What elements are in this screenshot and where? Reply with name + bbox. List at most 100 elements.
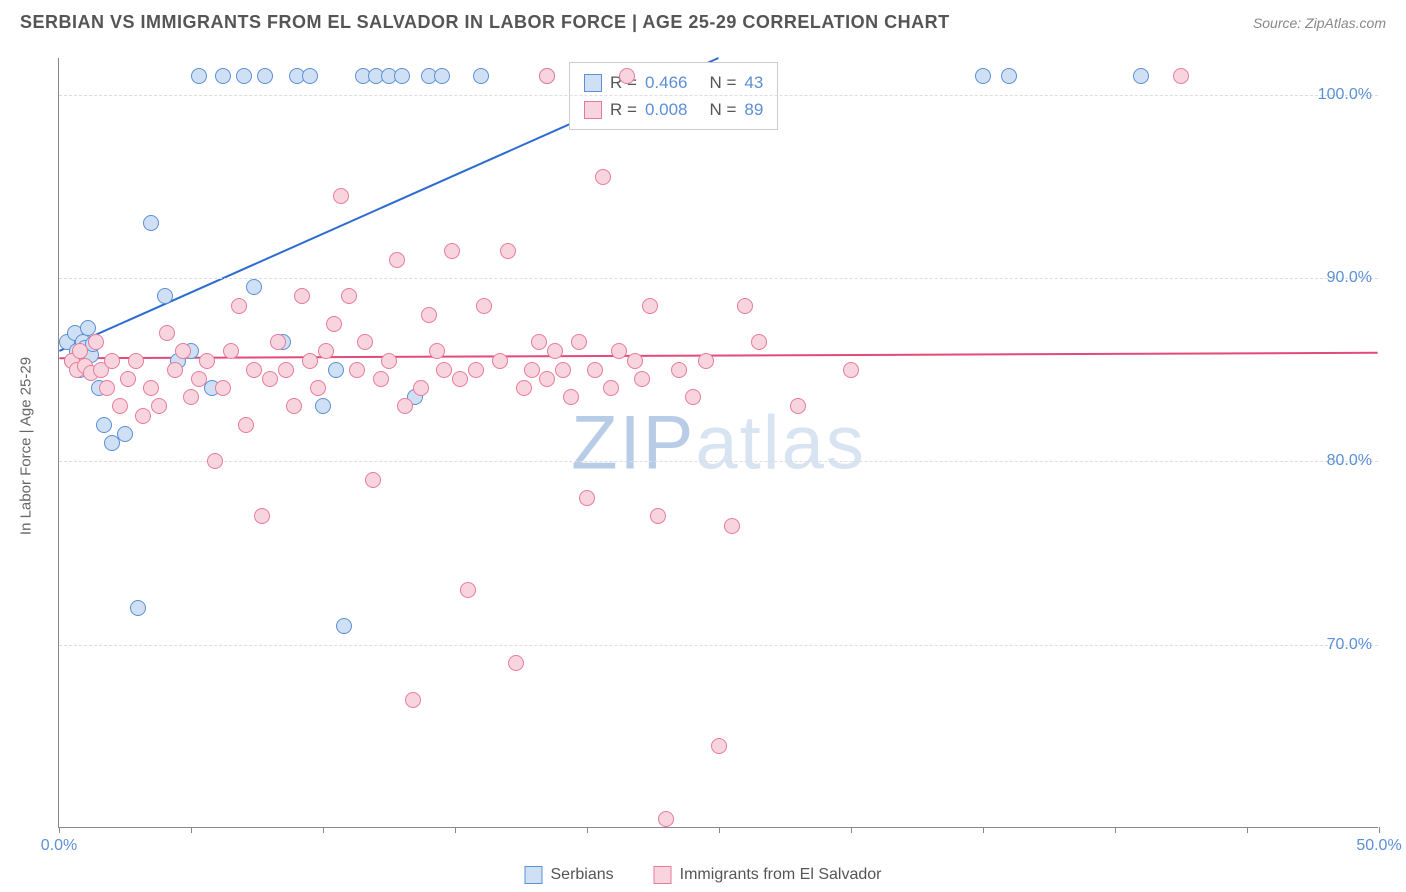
scatter-point <box>711 738 727 754</box>
scatter-point <box>175 343 191 359</box>
legend-series-name: Serbians <box>551 866 614 884</box>
stats-legend: R = 0.466N = 43R = 0.008 N = 89 <box>569 62 778 130</box>
bottom-legend-item: Immigrants from El Salvador <box>654 866 882 884</box>
scatter-point <box>381 353 397 369</box>
chart-title: SERBIAN VS IMMIGRANTS FROM EL SALVADOR I… <box>20 12 950 33</box>
trend-lines <box>59 58 1378 827</box>
scatter-point <box>1173 68 1189 84</box>
scatter-point <box>658 811 674 827</box>
x-tick-label: 0.0% <box>41 837 77 855</box>
y-tick-label: 90.0% <box>1327 269 1372 287</box>
scatter-point <box>452 371 468 387</box>
x-tick <box>1247 827 1248 833</box>
y-tick-label: 100.0% <box>1318 86 1372 104</box>
legend-n-label: N = <box>709 96 736 123</box>
scatter-point <box>394 68 410 84</box>
bottom-legend: Serbians Immigrants from El Salvador <box>525 866 882 884</box>
scatter-point <box>555 362 571 378</box>
scatter-point <box>516 380 532 396</box>
scatter-point <box>571 334 587 350</box>
scatter-point <box>262 371 278 387</box>
scatter-point <box>468 362 484 378</box>
scatter-point <box>389 252 405 268</box>
scatter-point <box>397 398 413 414</box>
scatter-point <box>1133 68 1149 84</box>
scatter-point <box>611 343 627 359</box>
scatter-point <box>698 353 714 369</box>
legend-r-label: R = <box>610 96 637 123</box>
scatter-point <box>215 380 231 396</box>
y-tick-label: 70.0% <box>1327 636 1372 654</box>
legend-n-value: 43 <box>744 69 763 96</box>
scatter-point <box>135 408 151 424</box>
scatter-point <box>143 380 159 396</box>
scatter-point <box>421 307 437 323</box>
y-axis-title: In Labor Force | Age 25-29 <box>18 357 35 535</box>
scatter-point <box>99 380 115 396</box>
scatter-point <box>627 353 643 369</box>
plot-area: ZIPatlas R = 0.466N = 43R = 0.008N = 89 … <box>58 58 1378 828</box>
scatter-point <box>524 362 540 378</box>
x-tick <box>323 827 324 833</box>
scatter-point <box>310 380 326 396</box>
scatter-point <box>539 371 555 387</box>
scatter-point <box>634 371 650 387</box>
scatter-point <box>199 353 215 369</box>
scatter-point <box>315 398 331 414</box>
legend-r-value: 0.008 <box>645 96 688 123</box>
scatter-point <box>72 343 88 359</box>
scatter-point <box>336 618 352 634</box>
legend-swatch <box>654 866 672 884</box>
scatter-point <box>460 582 476 598</box>
scatter-point <box>751 334 767 350</box>
scatter-point <box>128 353 144 369</box>
x-tick <box>983 827 984 833</box>
scatter-point <box>157 288 173 304</box>
legend-swatch <box>584 74 602 92</box>
scatter-point <box>257 68 273 84</box>
scatter-point <box>563 389 579 405</box>
scatter-point <box>104 353 120 369</box>
scatter-point <box>246 279 262 295</box>
title-bar: SERBIAN VS IMMIGRANTS FROM EL SALVADOR I… <box>20 12 1386 33</box>
scatter-point <box>975 68 991 84</box>
scatter-point <box>724 518 740 534</box>
scatter-point <box>286 398 302 414</box>
legend-row: R = 0.466N = 43 <box>584 69 763 96</box>
legend-r-value: 0.466 <box>645 69 688 96</box>
scatter-point <box>642 298 658 314</box>
scatter-point <box>191 68 207 84</box>
scatter-point <box>333 188 349 204</box>
scatter-point <box>531 334 547 350</box>
scatter-point <box>231 298 247 314</box>
scatter-point <box>603 380 619 396</box>
scatter-point <box>302 353 318 369</box>
scatter-point <box>671 362 687 378</box>
scatter-point <box>790 398 806 414</box>
bottom-legend-item: Serbians <box>525 866 614 884</box>
scatter-point <box>130 600 146 616</box>
x-tick <box>455 827 456 833</box>
scatter-point <box>434 68 450 84</box>
scatter-point <box>328 362 344 378</box>
scatter-point <box>236 68 252 84</box>
scatter-point <box>737 298 753 314</box>
scatter-point <box>318 343 334 359</box>
x-tick <box>851 827 852 833</box>
legend-n-value: 89 <box>744 96 763 123</box>
scatter-point <box>444 243 460 259</box>
x-tick <box>587 827 588 833</box>
scatter-point <box>650 508 666 524</box>
scatter-point <box>365 472 381 488</box>
x-tick <box>1379 827 1380 833</box>
scatter-point <box>246 362 262 378</box>
scatter-point <box>405 692 421 708</box>
scatter-point <box>508 655 524 671</box>
scatter-point <box>112 398 128 414</box>
scatter-point <box>270 334 286 350</box>
scatter-point <box>278 362 294 378</box>
scatter-point <box>341 288 357 304</box>
scatter-point <box>500 243 516 259</box>
scatter-point <box>191 371 207 387</box>
scatter-point <box>1001 68 1017 84</box>
